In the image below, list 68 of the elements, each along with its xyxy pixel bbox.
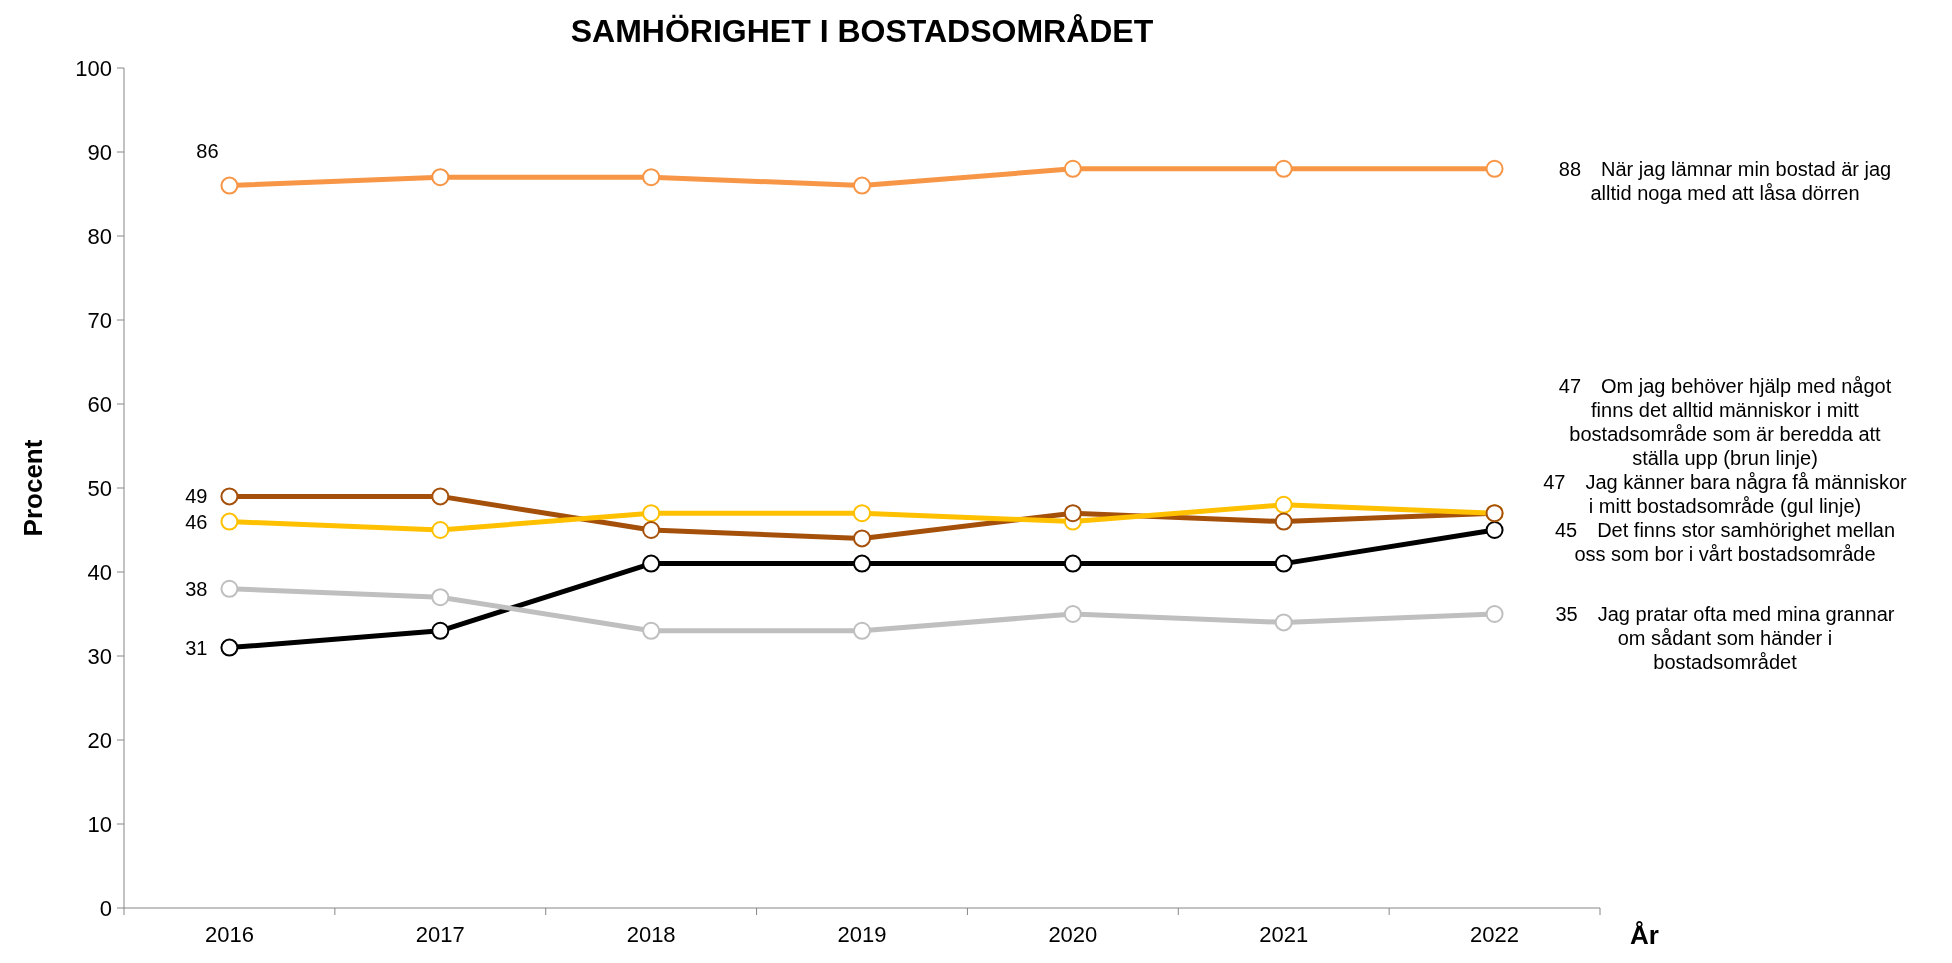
point <box>431 588 450 607</box>
data-label: 46 <box>185 510 208 533</box>
y-tick-label: 20 <box>87 727 112 753</box>
point <box>1485 605 1504 623</box>
point <box>853 529 871 548</box>
text: i mitt bostadsområde (gul linje) <box>1588 495 1862 517</box>
x-tick-label: 2017 <box>415 922 465 947</box>
point <box>853 504 871 523</box>
point <box>1274 512 1293 531</box>
y-tick-label: 70 <box>87 307 112 333</box>
text: 47 Om jag behöver hjälp med något <box>1558 375 1892 397</box>
point <box>853 554 871 573</box>
x-tick-label: 2020 <box>1048 922 1098 947</box>
x-tick-label: 2019 <box>837 922 887 947</box>
point <box>642 168 661 187</box>
data-label: 31 <box>185 636 208 659</box>
point <box>642 554 661 573</box>
y-tick-label: 100 <box>75 55 112 81</box>
y-tick-label: 50 <box>87 475 112 501</box>
data-label: 49 <box>185 485 208 508</box>
y-tick-label: 80 <box>87 223 112 249</box>
point <box>220 176 239 195</box>
x-tick-label: 2021 <box>1259 922 1309 947</box>
text: finns det alltid människor i mitt bostadsområde som är beredda att ställa upp (brun linje) <box>1569 399 1881 469</box>
y-tick-label: 40 <box>87 559 112 585</box>
point <box>853 176 871 195</box>
y-tick-label: 30 <box>87 643 112 669</box>
point <box>431 487 450 506</box>
y-tick-label: 10 <box>87 811 112 837</box>
point <box>1485 521 1504 539</box>
point <box>853 621 871 640</box>
point <box>431 521 450 539</box>
point <box>642 504 661 523</box>
point <box>1274 554 1293 573</box>
point <box>1063 554 1082 573</box>
point <box>1063 504 1082 523</box>
point <box>431 168 450 187</box>
y-tick-label: 90 <box>87 139 112 165</box>
data-label: 38 <box>185 577 208 600</box>
x-axis-title: År <box>1630 920 1659 950</box>
point <box>1485 159 1504 178</box>
x-tick-label: 2016 <box>204 922 254 947</box>
text: 45 Det finns stor samhörighet mellan <box>1554 519 1896 541</box>
point <box>1063 605 1082 623</box>
point <box>1063 159 1082 178</box>
text: oss som bor i vårt bostadsområde <box>1574 543 1876 565</box>
point <box>1274 159 1293 178</box>
data-label: 86 <box>196 139 219 162</box>
text: 88 När jag lämnar min bostad är jag <box>1558 157 1892 180</box>
point <box>220 579 239 598</box>
chart-title: SAMHÖRIGHET I BOSTADSOMRÅDET <box>570 13 1154 49</box>
point <box>1274 495 1293 514</box>
point <box>1274 613 1293 632</box>
x-tick-label: 2022 <box>1470 922 1520 947</box>
text: 35 Jag pratar ofta med mina grannar <box>1555 603 1895 625</box>
y-tick-label: 0 <box>99 895 112 921</box>
point <box>431 621 450 640</box>
y-tick-label: 60 <box>87 391 112 417</box>
y-axis-title: Procent <box>18 439 48 537</box>
point <box>220 512 239 531</box>
point <box>220 487 239 506</box>
text: 47 Jag känner bara några få människor <box>1543 471 1907 493</box>
x-tick-label: 2018 <box>626 922 676 947</box>
point <box>642 621 661 640</box>
point <box>642 521 661 539</box>
point <box>220 638 239 657</box>
text: alltid noga med att låsa dörren <box>1590 181 1860 204</box>
text: om sådant som händer i bostadsområdet <box>1617 627 1833 673</box>
